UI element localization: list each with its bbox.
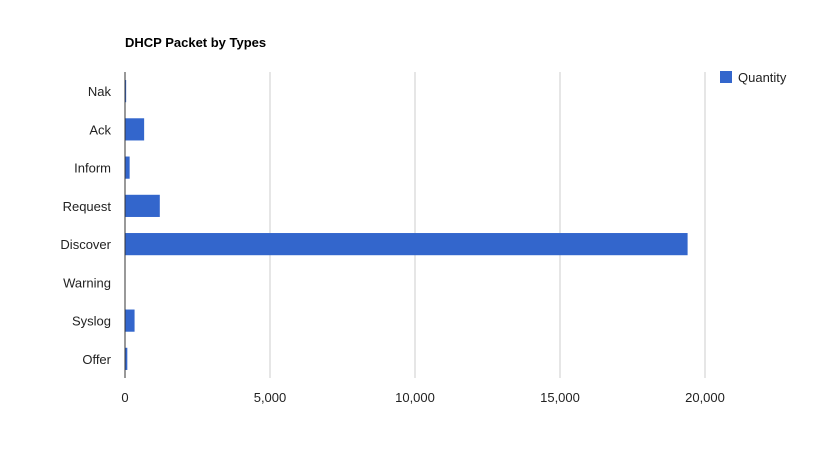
category-label: Offer [82,352,111,367]
bar-syslog[interactable] [125,310,135,332]
bar-discover[interactable] [125,233,688,255]
category-label: Ack [89,122,111,137]
x-tick-label: 10,000 [395,390,435,405]
category-label: Discover [60,237,111,252]
legend-label-quantity: Quantity [738,70,787,85]
bar-inform[interactable] [125,157,130,179]
legend: Quantity [720,70,787,85]
x-tick-label: 0 [121,390,128,405]
bar-ack[interactable] [125,118,144,140]
bars [125,80,688,370]
category-label: Request [63,199,112,214]
category-label: Nak [88,84,112,99]
category-label: Syslog [72,314,111,329]
x-tick-label: 20,000 [685,390,725,405]
category-label: Warning [63,275,111,290]
category-label: Inform [74,161,111,176]
gridlines [270,72,705,378]
bar-request[interactable] [125,195,160,217]
legend-swatch [720,71,732,83]
chart-title: DHCP Packet by Types [125,35,266,50]
x-tick-label: 15,000 [540,390,580,405]
x-tick-label: 5,000 [254,390,287,405]
